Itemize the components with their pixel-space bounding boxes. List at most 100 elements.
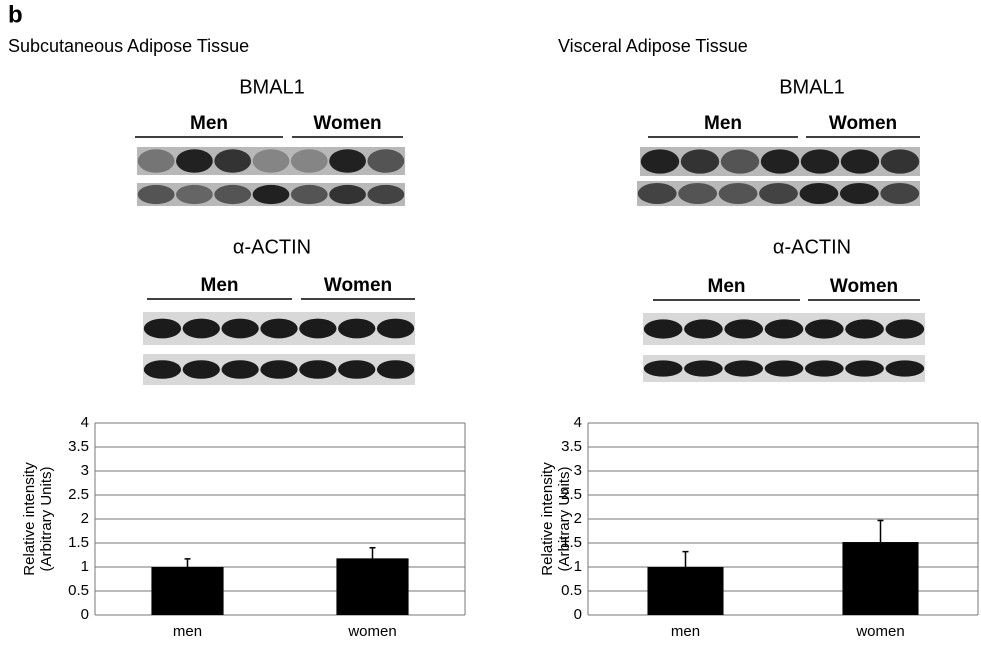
blot-band [678,183,717,204]
blot-band [886,319,925,338]
blot-band [299,360,336,379]
y-tick-label: 3 [574,462,582,479]
blot-band [221,360,258,379]
blot-band [176,185,213,204]
error-bar [370,548,376,559]
blot-band [377,319,414,339]
y-axis-label: Relative intensity(Arbitrary Units) [21,462,55,576]
blot-band [805,319,844,338]
blot-band [719,183,758,204]
y-axis-label-line: Relative intensity [539,462,556,576]
blot-band [805,360,844,376]
blot-band [880,183,919,204]
group-label: Men [201,275,239,296]
y-tick-label: 0.5 [561,582,582,599]
group-label: Women [324,275,392,296]
blot-band [183,360,220,379]
protein-label: BMAL1 [779,76,845,98]
protein-label: BMAL1 [239,76,305,98]
y-tick-label: 0 [574,606,582,623]
group-label: Men [190,113,228,134]
blot-band [801,149,839,173]
blot-band [840,183,879,204]
y-tick-label: 1.5 [68,534,89,551]
blot-band [144,319,181,339]
blot-band [299,319,336,339]
error-bar [683,552,689,567]
blot-band [800,183,839,204]
blot-band [367,185,404,204]
y-tick-label: 4 [81,414,89,431]
blot-band [183,319,220,339]
y-tick-label: 2 [81,510,89,527]
blot-band [214,185,251,204]
blot-band [644,319,683,338]
y-axis-label-line: Relative intensity [21,462,38,576]
group-label: Men [704,113,742,134]
y-tick-label: 1 [574,558,582,575]
blot-band [260,319,297,339]
x-tick-label: women [855,623,904,640]
blot-band [638,183,677,204]
blot-band [765,319,804,338]
blot-band [845,319,884,338]
blot-band [761,149,799,173]
blot-band [765,360,804,376]
blot-band [291,149,328,173]
y-tick-label: 2.5 [68,486,89,503]
blot-band [845,360,884,376]
error-bar [878,520,884,542]
section-title: Visceral Adipose Tissue [558,36,748,56]
y-tick-label: 2 [574,510,582,527]
error-bar [185,559,191,567]
y-axis-label-line: (Arbitrary Units) [556,466,573,571]
blot-band [221,319,258,339]
blot-band [338,360,375,379]
blot-band [260,360,297,379]
protein-label: α-ACTIN [773,236,851,258]
group-label: Women [829,113,897,134]
blot-band [253,185,290,204]
y-tick-label: 0.5 [68,582,89,599]
blot-band [377,360,414,379]
blot-band [681,149,719,173]
group-label: Women [830,276,898,297]
y-tick-label: 3.5 [68,438,89,455]
x-tick-label: men [173,623,202,640]
figure: b Subcutaneous Adipose Tissue BMAL1 Men Wom… [0,0,981,646]
x-tick-label: women [347,623,396,640]
y-axis-label: Relative intensity(Arbitrary Units) [539,462,573,576]
x-tick-label: men [671,623,700,640]
blot-band [329,185,366,204]
bar [336,558,408,615]
blot-band [329,149,366,173]
blot-band [684,319,723,338]
y-tick-label: 4 [574,414,582,431]
blot-band [144,360,181,379]
y-axis-label-line: (Arbitrary Units) [38,466,55,571]
blot-band [138,185,175,204]
blot-band [841,149,879,173]
blot-band [338,319,375,339]
blot-band [176,149,213,173]
group-label: Women [313,113,381,134]
y-tick-label: 3.5 [561,438,582,455]
bar [647,567,723,615]
y-tick-label: 1 [81,558,89,575]
bar [151,567,223,615]
blot-band [759,183,798,204]
blot-band [641,149,679,173]
blot-band [644,360,683,376]
blot-band [138,149,175,173]
blot-band [367,149,404,173]
bar [842,542,918,615]
blot-band [724,360,763,376]
blot-band [721,149,759,173]
blot-band [886,360,925,376]
protein-label: α-ACTIN [233,236,311,258]
section-title: Subcutaneous Adipose Tissue [8,36,249,56]
panel-label: b [8,1,23,28]
blot-band [724,319,763,338]
blot-band [684,360,723,376]
blot-band [214,149,251,173]
